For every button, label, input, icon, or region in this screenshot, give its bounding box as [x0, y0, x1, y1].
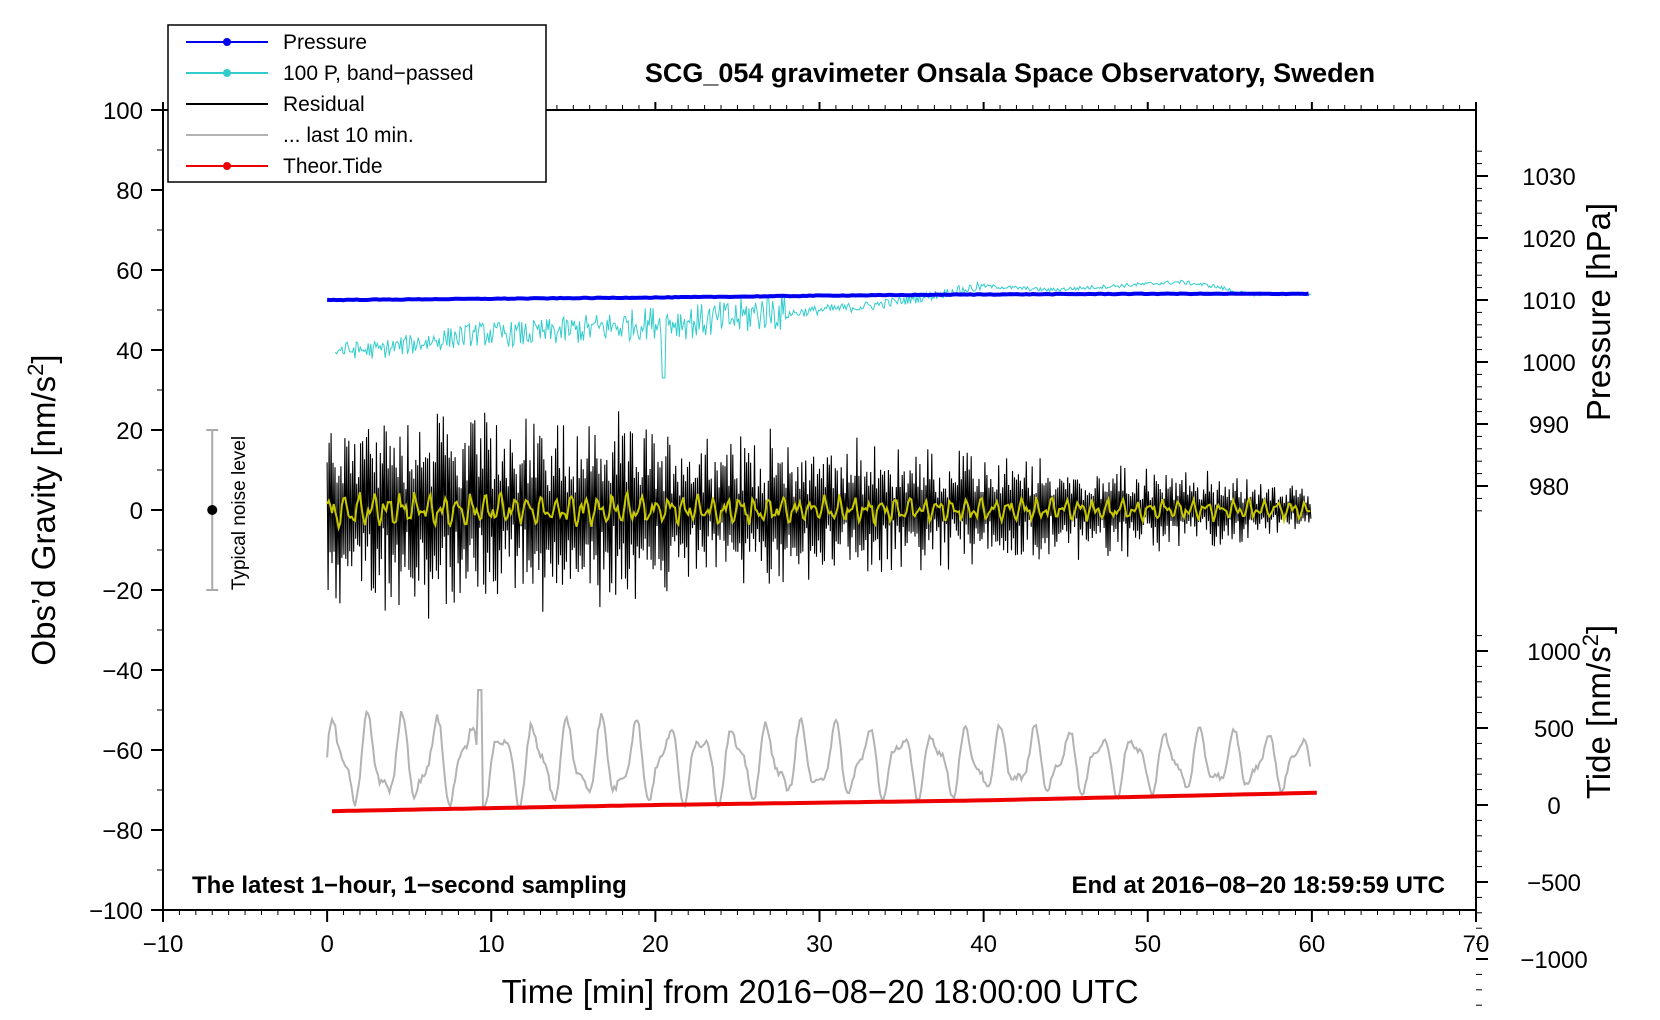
legend-label: ... last 10 min. — [283, 124, 414, 147]
x-tick-label: −10 — [143, 931, 184, 958]
tide-line — [331, 790, 1317, 814]
x-tick-label: 40 — [970, 931, 997, 958]
tide-tick-label: −1000 — [1520, 947, 1587, 974]
x-axis-title: Time [min] from 2016−08−20 18:00:00 UTC — [501, 973, 1138, 1010]
legend-label: Theor.Tide — [283, 155, 383, 178]
y-tick-label: 0 — [130, 498, 143, 525]
end-time-note: End at 2016−08−20 18:59:59 UTC — [1071, 872, 1445, 899]
legend-label: Pressure — [283, 31, 367, 54]
pressure-line — [326, 291, 1309, 303]
bandpassed-pressure-line — [334, 279, 1312, 379]
x-tick-label: 20 — [642, 931, 669, 958]
y-tick-label: 20 — [116, 418, 143, 445]
tide-tick-label: 500 — [1534, 716, 1574, 743]
y-tick-label: −60 — [102, 738, 143, 765]
y-tick-label: 60 — [116, 258, 143, 285]
pressure-tick-label: 1020 — [1522, 226, 1575, 253]
pressure-tick-label: 990 — [1529, 412, 1569, 439]
y-tick-label: −20 — [102, 578, 143, 605]
legend-label: Residual — [283, 93, 365, 116]
tide-axis-title-end: ] — [1580, 625, 1617, 634]
tide-axis-title-sup: 2 — [1578, 634, 1603, 646]
y-axis-title-pressure: Pressure [hPa] — [1580, 203, 1617, 421]
y-tick-label: −40 — [102, 658, 143, 685]
pressure-tick-label: 1000 — [1522, 350, 1575, 377]
tide-tick-label: 1000 — [1527, 639, 1580, 666]
legend-marker — [223, 69, 231, 77]
legend: Pressure 100 P, band−passed Residual ... la… — [167, 24, 547, 183]
tide-tick-label: 0 — [1547, 793, 1560, 820]
y-axis-title-tide: Tide [nm/s2] — [1578, 625, 1617, 799]
series-layer — [326, 279, 1317, 814]
y-tick-label: −100 — [89, 898, 143, 925]
y-tick-label: 40 — [116, 338, 143, 365]
y-axis-title-gravity: Obs’d Gravity [nm/s2] — [23, 354, 62, 665]
y-axis-title-text: Obs’d Gravity [nm/s — [25, 376, 62, 666]
tide-axis-title-text: Tide [nm/s — [1580, 646, 1617, 799]
x-tick-label: 30 — [806, 931, 833, 958]
y-axis-gravity: −100 −80 −60 −40 −20 0 20 40 60 80 100 — [89, 98, 163, 925]
last-10-min-line — [326, 689, 1312, 811]
y-tick-label: −80 — [102, 818, 143, 845]
pressure-tick-label: 980 — [1529, 474, 1569, 501]
x-tick-label: 50 — [1134, 931, 1161, 958]
pressure-tick-label: 1030 — [1522, 164, 1575, 191]
y-axis-title-end: ] — [25, 354, 62, 363]
y-tick-label: 100 — [103, 98, 143, 125]
x-tick-label: 70 — [1463, 931, 1490, 958]
legend-marker — [223, 162, 231, 170]
y-axis-pressure: 980 990 1000 1010 1020 1030 — [1476, 150, 1576, 512]
pressure-tick-label: 1010 — [1522, 288, 1575, 315]
legend-label: 100 P, band−passed — [283, 62, 474, 85]
x-tick-label: 60 — [1299, 931, 1326, 958]
x-axis: −10 0 10 20 30 40 50 60 70 — [143, 102, 1490, 958]
y-tick-label: 80 — [116, 178, 143, 205]
tide-tick-label: −500 — [1527, 870, 1581, 897]
noise-center-dot — [207, 505, 218, 515]
chart-title: SCG_054 gravimeter Onsala Space Observat… — [645, 58, 1375, 88]
x-tick-label: 10 — [478, 931, 505, 958]
noise-indicator: Typical noise level — [206, 429, 250, 591]
y-axis-title-sup: 2 — [23, 364, 48, 376]
residual-smoothed-line — [326, 488, 1311, 532]
noise-label: Typical noise level — [229, 436, 250, 590]
x-tick-label: 0 — [320, 931, 333, 958]
sampling-note: The latest 1−hour, 1−second sampling — [192, 872, 627, 899]
legend-marker — [223, 38, 231, 46]
residual-line — [326, 411, 1312, 619]
